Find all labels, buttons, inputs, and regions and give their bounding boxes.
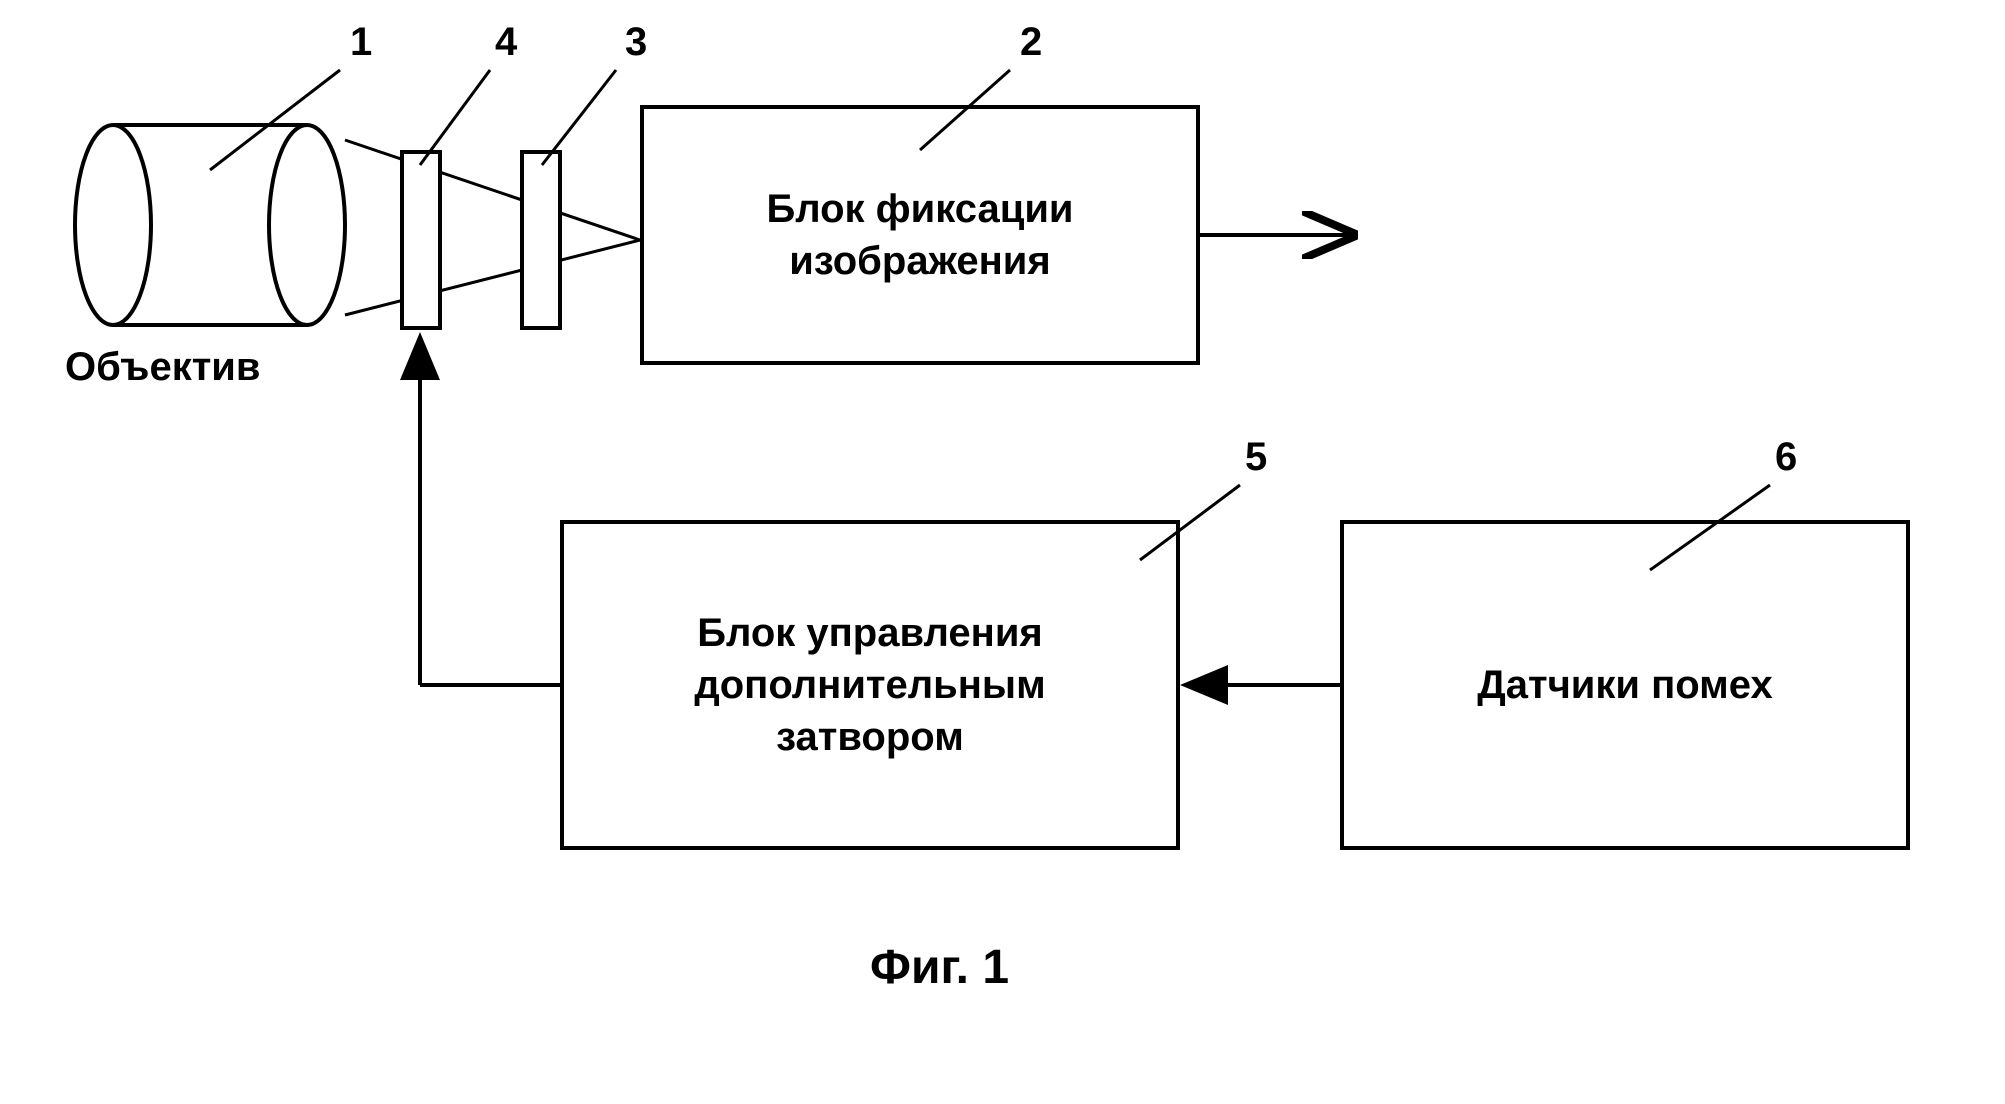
diagram-canvas: Блок фиксации изображения Блок управлени… — [0, 0, 2005, 1104]
leader-3: 3 — [625, 20, 647, 65]
leader-5: 5 — [1245, 435, 1267, 480]
lens-label: Объектив — [65, 345, 261, 390]
shutter-4 — [400, 150, 442, 330]
box-5-line1: Блок управления — [694, 607, 1045, 659]
figure-caption: Фиг. 1 — [870, 940, 1009, 995]
box-5-line3: затвором — [694, 711, 1045, 763]
leader-4: 4 — [495, 20, 517, 65]
leader-6: 6 — [1775, 435, 1797, 480]
box-2-line1: Блок фиксации — [766, 183, 1073, 235]
box-shutter-control: Блок управления дополнительным затвором — [560, 520, 1180, 850]
leader-1: 1 — [350, 20, 372, 65]
leader-2: 2 — [1020, 20, 1042, 65]
box-6-label: Датчики помех — [1477, 663, 1773, 708]
box-interference-sensors: Датчики помех — [1340, 520, 1910, 850]
box-5-line2: дополнительным — [694, 659, 1045, 711]
box-2-line2: изображения — [766, 235, 1073, 287]
box-image-capture: Блок фиксации изображения — [640, 105, 1200, 365]
shutter-3 — [520, 150, 562, 330]
